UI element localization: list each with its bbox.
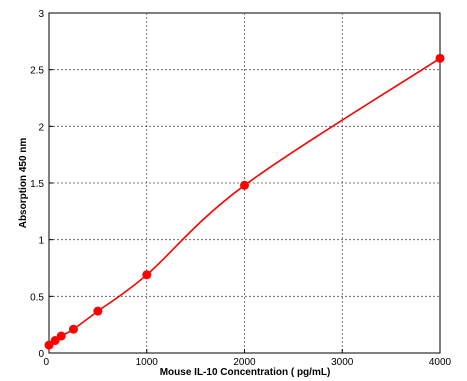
x-tick-label: 1000 — [136, 357, 159, 368]
data-points — [44, 53, 445, 350]
x-tick-label: 3000 — [331, 357, 354, 368]
x-tick-label: 4000 — [429, 357, 452, 368]
data-point — [68, 324, 78, 334]
y-tick-labels: 0 0.5 1 1.5 2 2.5 3 — [30, 9, 44, 360]
axis-ticks — [48, 12, 441, 354]
data-point — [93, 306, 103, 316]
y-tick-label: 2.5 — [30, 66, 44, 77]
data-point — [56, 331, 66, 341]
y-tick-label: 2 — [38, 122, 44, 133]
y-tick-label: 3 — [38, 9, 44, 20]
y-axis-title: Absorption 450 nm — [18, 138, 29, 229]
y-tick-label: 0.5 — [30, 292, 44, 303]
x-tick-label: 0 — [43, 357, 49, 368]
x-tick-label: 2000 — [233, 357, 256, 368]
y-tick-label: 0 — [38, 349, 44, 360]
x-axis-title: Mouse IL-10 Concentration ( pg/mL) — [160, 367, 331, 378]
data-point — [240, 180, 249, 190]
y-tick-label: 1 — [38, 236, 44, 247]
data-point — [435, 53, 445, 63]
data-point — [142, 270, 152, 280]
x-tick-labels: 0 1000 2000 3000 4000 — [43, 357, 451, 368]
y-tick-label: 1.5 — [30, 179, 44, 190]
